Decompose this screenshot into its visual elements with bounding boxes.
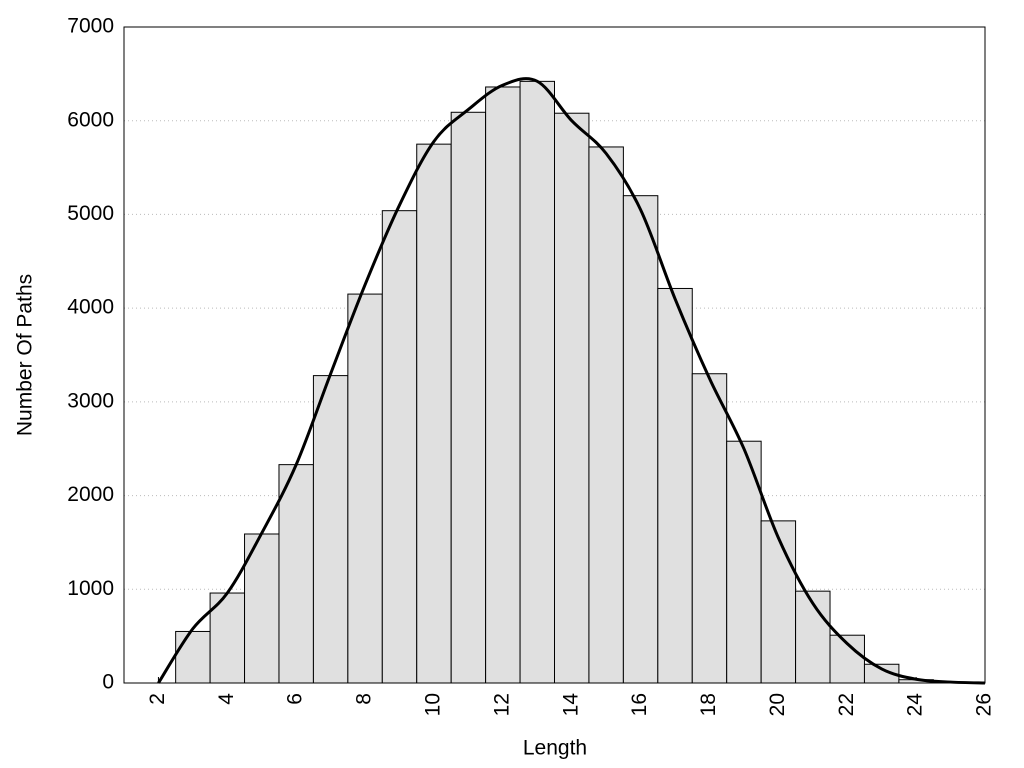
bar <box>347 293 383 684</box>
bar <box>554 112 590 684</box>
x-tick-label: 2 <box>146 693 169 705</box>
y-tick-label: 6000 <box>67 108 114 131</box>
x-tick-label: 10 <box>422 693 445 716</box>
x-tick-label: 20 <box>766 693 789 716</box>
y-tick-label: 2000 <box>67 483 114 506</box>
bar <box>312 375 349 684</box>
bar <box>657 287 693 684</box>
y-tick-label: 3000 <box>67 389 114 412</box>
y-tick-label: 0 <box>102 671 114 694</box>
bar <box>278 464 314 684</box>
plot-frame <box>123 26 986 684</box>
bar <box>416 143 452 684</box>
bar <box>588 146 624 684</box>
y-tick-label: 4000 <box>67 296 114 319</box>
x-tick-label: 26 <box>973 693 996 716</box>
x-tick-label: 6 <box>284 693 307 705</box>
x-tick-label: 22 <box>835 693 858 716</box>
x-tick-label: 18 <box>697 693 720 716</box>
x-tick-label: 4 <box>215 693 238 705</box>
bar <box>691 373 728 684</box>
y-tick-label: 5000 <box>67 202 114 225</box>
bar <box>519 80 555 684</box>
x-tick-label: 12 <box>490 693 513 716</box>
x-tick-label: 8 <box>353 693 376 705</box>
x-tick-label: 14 <box>559 693 582 717</box>
y-tick-label: 1000 <box>67 577 114 600</box>
bar <box>760 520 797 684</box>
y-axis-label: Number Of Paths <box>14 274 37 436</box>
x-tick-label: 24 <box>904 693 927 717</box>
bar <box>175 630 211 684</box>
bar <box>622 195 659 684</box>
bar <box>381 210 418 684</box>
x-tick-label: 16 <box>628 693 651 716</box>
x-axis-label: Length <box>523 737 587 760</box>
density-line <box>157 77 986 685</box>
bar <box>450 111 487 684</box>
y-tick-label: 7000 <box>67 15 114 38</box>
bar <box>485 86 521 684</box>
